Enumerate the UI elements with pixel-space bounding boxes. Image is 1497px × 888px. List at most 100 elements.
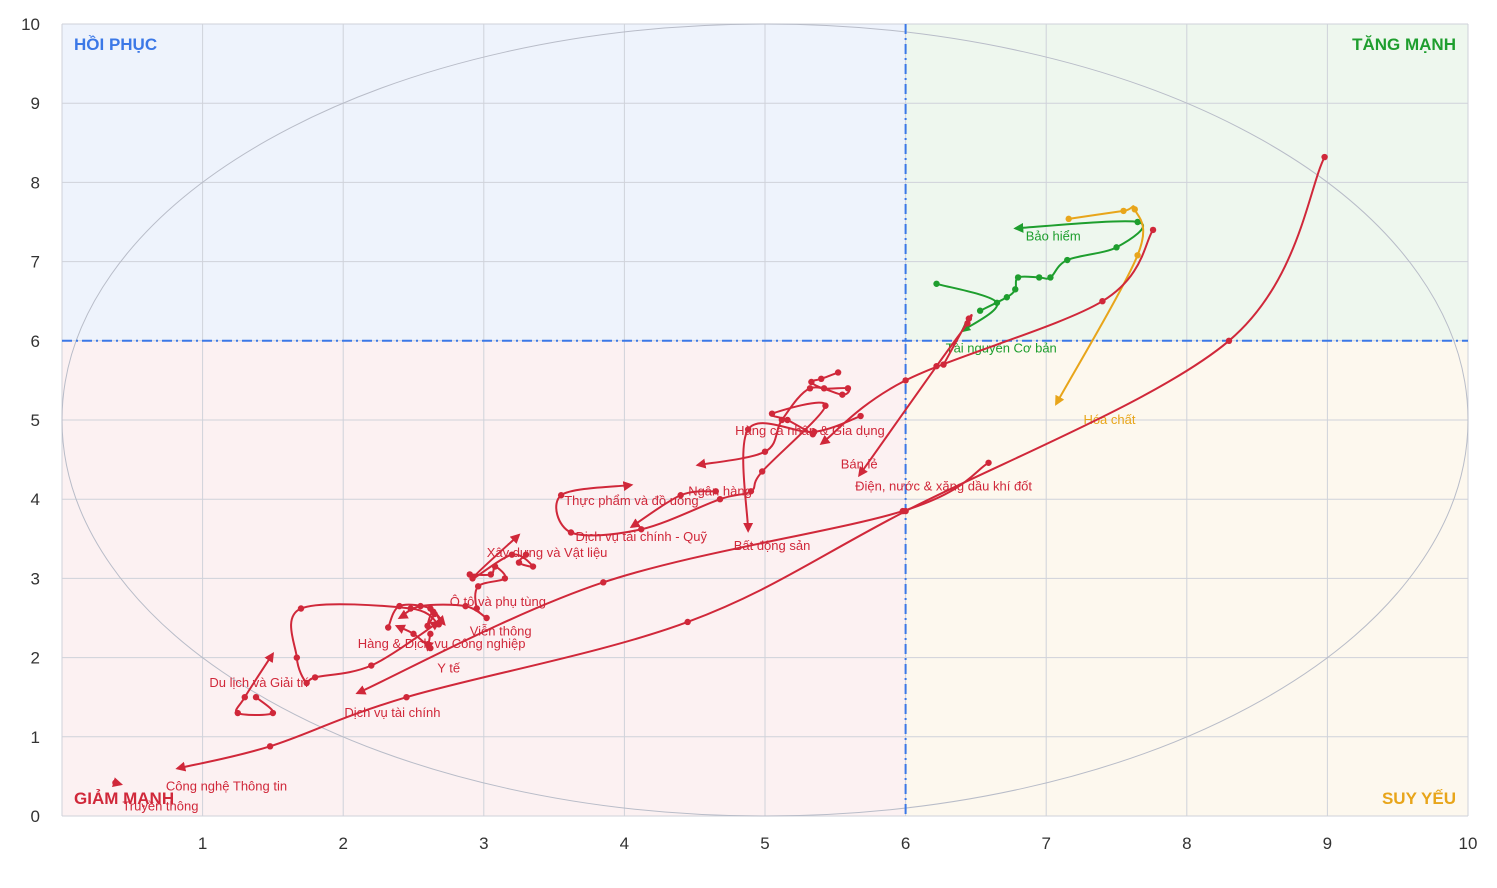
series-point bbox=[820, 385, 828, 392]
series-point bbox=[902, 377, 909, 384]
series-trail bbox=[858, 314, 973, 478]
series-point bbox=[522, 551, 530, 558]
series-point bbox=[902, 507, 909, 515]
series-point bbox=[834, 369, 842, 376]
series-point bbox=[407, 605, 414, 612]
y-tick-label: 10 bbox=[21, 15, 40, 34]
series-group: Ô tô và phụ tùng bbox=[290, 594, 546, 687]
series-group: Hóa chất bbox=[1055, 205, 1145, 427]
quadrant-label: SUY YẾU bbox=[1382, 789, 1456, 808]
series-label: Bảo hiểm bbox=[1026, 228, 1081, 243]
series-point bbox=[1120, 207, 1127, 215]
series-group: Điện, nước & xăng dầu khí đốt bbox=[855, 314, 1032, 494]
series-point bbox=[940, 361, 947, 368]
series-group: Viễn thông bbox=[424, 608, 532, 638]
x-tick-label: 10 bbox=[1459, 834, 1478, 853]
series-point bbox=[462, 602, 469, 610]
series-point bbox=[508, 551, 516, 558]
series-group: Y tế bbox=[424, 630, 461, 676]
series-label: Bất động sản bbox=[734, 538, 811, 553]
series-point bbox=[1134, 252, 1141, 259]
series-point bbox=[266, 743, 274, 750]
series-point bbox=[1047, 274, 1054, 281]
reference-ellipse bbox=[61, 23, 1469, 817]
series-point bbox=[600, 579, 607, 586]
quadrant-label: GIẢM MẠNH bbox=[74, 789, 174, 808]
series-point bbox=[744, 426, 752, 433]
series-point bbox=[429, 608, 437, 615]
y-tick-label: 7 bbox=[31, 253, 40, 272]
series-trail bbox=[819, 229, 1154, 445]
series-group: Du lịch và Giải trí bbox=[209, 651, 309, 717]
series-point bbox=[529, 563, 537, 570]
series-point bbox=[1225, 337, 1233, 344]
series-point bbox=[396, 602, 403, 610]
series-group: Tài nguyên Cơ bản bbox=[933, 280, 1057, 356]
series-point bbox=[808, 378, 815, 386]
series-point bbox=[403, 694, 410, 701]
series-point bbox=[964, 320, 971, 327]
series-point bbox=[811, 428, 818, 436]
series-point bbox=[677, 492, 684, 499]
series-point bbox=[384, 624, 392, 631]
series-point bbox=[1035, 274, 1043, 281]
y-tick-label: 3 bbox=[31, 569, 40, 588]
series-label: Dịch vụ tài chính - Quỹ bbox=[576, 529, 708, 544]
series-point bbox=[993, 299, 1001, 306]
series-label: Tài nguyên Cơ bản bbox=[946, 341, 1057, 356]
series-point bbox=[1149, 226, 1157, 234]
series-point bbox=[857, 412, 864, 420]
x-tick-label: 2 bbox=[338, 834, 347, 853]
series-group: Thực phẩm và đồ uống bbox=[564, 488, 719, 529]
series-point bbox=[311, 674, 319, 681]
series-trail bbox=[1055, 205, 1145, 406]
series-group: Công nghệ Thông tin bbox=[166, 153, 1328, 794]
series-group: Dịch vụ tài chính - Quỹ bbox=[469, 529, 708, 582]
x-tick-label: 1 bbox=[198, 834, 207, 853]
series-point bbox=[761, 448, 769, 455]
series-label: Công nghệ Thông tin bbox=[166, 779, 287, 794]
series-point bbox=[684, 618, 691, 626]
series-point bbox=[844, 385, 852, 392]
series-point bbox=[933, 280, 940, 287]
series-point bbox=[822, 402, 829, 409]
quadrant-label: TĂNG MẠNH bbox=[1352, 35, 1456, 54]
y-tick-label: 8 bbox=[31, 173, 40, 192]
series-point bbox=[435, 621, 443, 628]
y-tick-label: 2 bbox=[31, 649, 40, 668]
series-point bbox=[234, 709, 241, 717]
series-point bbox=[567, 529, 575, 536]
y-tick-label: 1 bbox=[31, 728, 40, 747]
x-tick-label: 3 bbox=[479, 834, 488, 853]
series-label: Ngân hàng bbox=[688, 483, 752, 498]
series-point bbox=[1014, 274, 1022, 281]
series-group: Bán lẻ bbox=[819, 226, 1157, 471]
x-tick-label: 4 bbox=[620, 834, 629, 853]
series-point bbox=[976, 307, 984, 314]
series-label: Du lịch và Giải trí bbox=[209, 675, 308, 690]
series-trail bbox=[355, 461, 990, 695]
series-point bbox=[368, 662, 375, 669]
series-point bbox=[1099, 298, 1106, 305]
x-tick-label: 9 bbox=[1323, 834, 1332, 853]
series-point bbox=[758, 468, 766, 475]
series-group: Hàng cá nhân & Gia dụng bbox=[695, 369, 885, 469]
series-point bbox=[747, 488, 755, 495]
series-point bbox=[985, 459, 992, 466]
y-tick-label: 4 bbox=[31, 490, 40, 509]
series-point bbox=[501, 575, 509, 582]
series-point bbox=[1012, 286, 1019, 293]
series-label: Hóa chất bbox=[1083, 412, 1135, 427]
y-tick-label: 5 bbox=[31, 411, 40, 430]
series-label: Điện, nước & xăng dầu khí đốt bbox=[855, 479, 1032, 494]
series-point bbox=[487, 571, 495, 578]
series-point bbox=[768, 410, 776, 417]
series-label: Y tế bbox=[437, 661, 461, 676]
series-group: Truyền thông bbox=[111, 777, 198, 813]
series-label: Truyền thông bbox=[122, 798, 198, 813]
y-tick-label: 6 bbox=[31, 332, 40, 351]
series-point bbox=[784, 416, 791, 424]
series-point bbox=[410, 630, 417, 638]
series-point bbox=[1134, 218, 1141, 226]
